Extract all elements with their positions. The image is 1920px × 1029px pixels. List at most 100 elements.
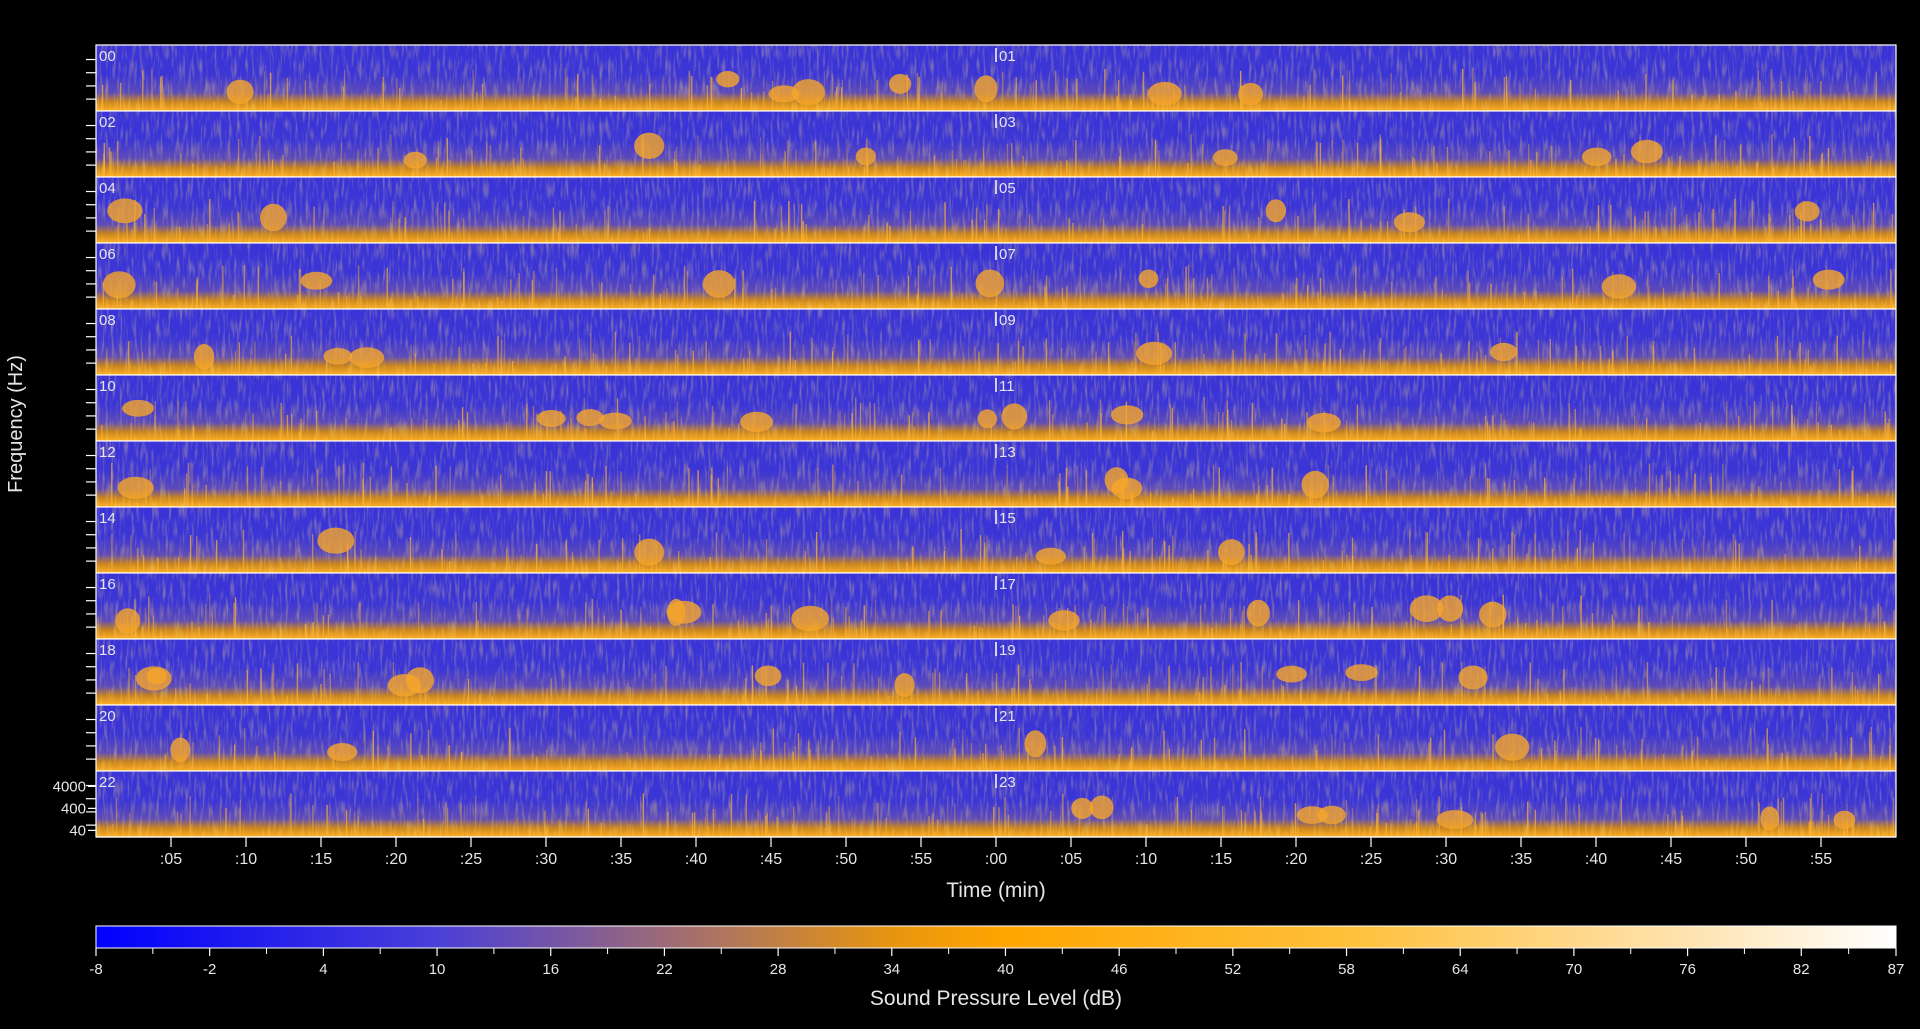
sound-event-streak bbox=[1579, 530, 1581, 573]
sound-event-streak bbox=[343, 464, 345, 507]
sound-event-streak bbox=[617, 159, 619, 177]
sound-event-streak bbox=[255, 152, 257, 177]
sound-event-streak bbox=[982, 753, 984, 771]
sound-event-streak bbox=[966, 823, 968, 837]
sound-event-streak bbox=[1318, 597, 1321, 639]
x-tick-label: :50 bbox=[835, 851, 857, 868]
sound-event-streak bbox=[1670, 364, 1672, 375]
sound-event-streak bbox=[1536, 619, 1538, 639]
sound-event-streak bbox=[1146, 683, 1148, 705]
sound-event-streak bbox=[410, 418, 413, 441]
sound-event-streak bbox=[1815, 401, 1818, 441]
sound-event-streak bbox=[198, 627, 200, 639]
sound-event-streak bbox=[1263, 352, 1266, 375]
sound-event-streak bbox=[699, 164, 701, 177]
sound-event-streak bbox=[134, 675, 137, 705]
sound-event-streak bbox=[111, 462, 113, 507]
sound-event-streak bbox=[1479, 498, 1481, 507]
sound-event-streak bbox=[1739, 688, 1741, 705]
sound-event-streak bbox=[742, 270, 744, 309]
sound-event-streak bbox=[357, 662, 359, 705]
sound-event-streak bbox=[1613, 619, 1615, 639]
sound-event-streak bbox=[986, 535, 988, 573]
sound-event-streak bbox=[1316, 141, 1318, 177]
sound-event-streak bbox=[455, 424, 457, 441]
sound-event-streak bbox=[1093, 99, 1095, 111]
sound-event-streak bbox=[1553, 803, 1556, 837]
sound-event-streak bbox=[544, 822, 546, 837]
sound-event-streak bbox=[1018, 728, 1020, 771]
sound-event-streak bbox=[823, 557, 825, 573]
sound-event-streak bbox=[1862, 331, 1864, 375]
sound-event-streak bbox=[1436, 162, 1438, 177]
sound-event-streak bbox=[1159, 556, 1161, 573]
sound-event-streak bbox=[134, 199, 136, 243]
sound-event-streak bbox=[1467, 270, 1469, 309]
sound-event-streak bbox=[1257, 296, 1259, 309]
sound-event-streak bbox=[1405, 346, 1407, 375]
sound-event-streak bbox=[1609, 550, 1611, 573]
sound-event-streak bbox=[1203, 397, 1205, 441]
sound-event-streak bbox=[1689, 821, 1691, 837]
sound-event-streak bbox=[520, 554, 523, 573]
sound-event-streak bbox=[1780, 481, 1782, 507]
sound-event-streak bbox=[1077, 465, 1079, 507]
call-blob bbox=[260, 203, 287, 232]
sound-event-streak bbox=[1154, 139, 1157, 177]
sound-event-streak bbox=[536, 756, 538, 771]
sound-event-streak bbox=[877, 802, 879, 837]
sound-event-streak bbox=[1388, 562, 1390, 573]
hour-label: 01 bbox=[999, 48, 1016, 65]
sound-event-streak bbox=[1749, 425, 1752, 441]
sound-event-streak bbox=[630, 98, 633, 111]
sound-event-streak bbox=[983, 152, 985, 177]
sound-event-streak bbox=[446, 138, 449, 177]
sound-event-streak bbox=[1591, 613, 1594, 639]
call-blob bbox=[1436, 810, 1474, 830]
sound-event-streak bbox=[1852, 466, 1854, 507]
sound-event-streak bbox=[1884, 411, 1886, 441]
sound-event-streak bbox=[157, 557, 159, 573]
sound-event-streak bbox=[110, 825, 112, 837]
sound-event-streak bbox=[191, 484, 194, 507]
sound-event-streak bbox=[1712, 209, 1714, 243]
sound-event-streak bbox=[1704, 141, 1707, 177]
sound-event-streak bbox=[1007, 814, 1010, 837]
sound-event-streak bbox=[917, 410, 919, 441]
sound-event-streak bbox=[863, 225, 865, 243]
sound-event-streak bbox=[1524, 291, 1526, 309]
sound-event-streak bbox=[1675, 697, 1677, 705]
sound-event-streak bbox=[610, 491, 612, 507]
sound-event-streak bbox=[312, 625, 314, 639]
sound-event-streak bbox=[1694, 548, 1696, 573]
sound-event-streak bbox=[1107, 342, 1110, 375]
sound-event-streak bbox=[1637, 364, 1639, 375]
sound-event-streak bbox=[1035, 80, 1037, 111]
sound-event-streak bbox=[377, 744, 379, 771]
sound-event-streak bbox=[1759, 684, 1761, 705]
sound-event-streak bbox=[243, 265, 245, 309]
sound-event-streak bbox=[815, 366, 817, 375]
sound-event-streak bbox=[591, 598, 593, 639]
sound-event-streak bbox=[1758, 802, 1760, 837]
sound-event-streak bbox=[802, 662, 805, 705]
sound-event-streak bbox=[410, 733, 412, 771]
sound-event-streak bbox=[752, 748, 754, 771]
sound-event-streak bbox=[1266, 485, 1269, 507]
sound-event-streak bbox=[1006, 465, 1008, 507]
call-blob bbox=[975, 269, 1005, 298]
sound-event-streak bbox=[1141, 300, 1143, 309]
sound-event-streak bbox=[334, 499, 336, 507]
sound-event-streak bbox=[218, 735, 221, 771]
sound-event-streak bbox=[1780, 801, 1782, 837]
sound-event-streak bbox=[1530, 159, 1532, 177]
sound-event-streak bbox=[1445, 492, 1447, 507]
sound-event-streak bbox=[711, 77, 714, 111]
sound-event-streak bbox=[1703, 625, 1705, 639]
colorbar-tick-label: 28 bbox=[770, 961, 787, 978]
sound-event-streak bbox=[1239, 688, 1241, 705]
sound-event-streak bbox=[912, 547, 915, 573]
sound-event-streak bbox=[1866, 493, 1869, 507]
sound-event-streak bbox=[205, 484, 207, 507]
sound-event-streak bbox=[1534, 809, 1536, 837]
